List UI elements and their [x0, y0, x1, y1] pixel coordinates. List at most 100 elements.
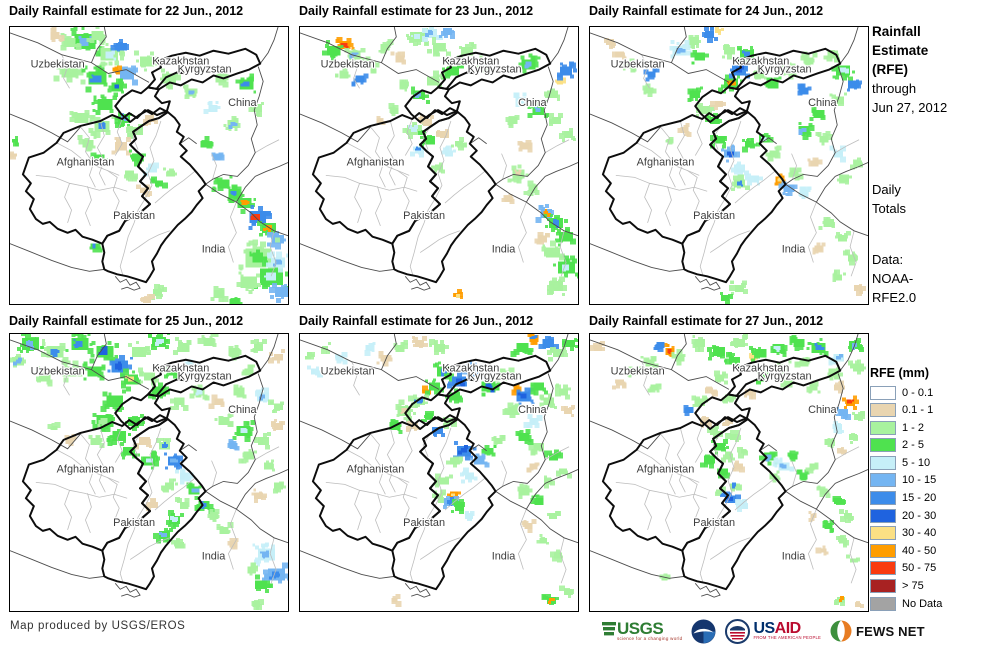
legend-label: 50 - 75 [902, 562, 937, 575]
noaa-seal-icon [691, 619, 716, 643]
legend-rows: 0 - 0.1 0.1 - 1 1 - 2 2 - 5 5 - 10 10 - 15 15 … [870, 385, 982, 611]
rainfall-map: Kazakhstan Uzbekistan Kyrgyzstan China Afgha… [300, 334, 578, 608]
rainfall-map: Kazakhstan Uzbekistan Kyrgyzstan China Afgha… [300, 27, 578, 300]
sidebar-through-line: through [872, 81, 917, 96]
sidebar-source-line: RFE2.0 [872, 290, 917, 305]
legend-label: 0.1 - 1 [902, 404, 934, 417]
rainfall-map: Kazakhstan Uzbekistan Kyrgyzstan China Afgha… [10, 334, 288, 611]
sidebar-heading-line: Estimate [872, 43, 929, 58]
country-label: Kazakhstan [442, 56, 499, 68]
sidebar-source-line: Data: [872, 252, 904, 267]
rainfall-map: Kazakhstan Uzbekistan Kyrgyzstan China Afgha… [10, 27, 288, 304]
usgs-logo: USGS science for a changing world [601, 620, 682, 642]
legend-label: 1 - 2 [902, 421, 925, 434]
legend-label: 10 - 15 [902, 474, 937, 487]
country-label: Afghanistan [57, 157, 115, 169]
country-labels: Kazakhstan Uzbekistan Kyrgyzstan China Afgha… [29, 361, 258, 563]
country-label: Uzbekistan [611, 59, 665, 71]
map-panel: Kazakhstan Uzbekistan Kyrgyzstan China Afgha… [9, 333, 289, 612]
sidebar-through-line: Jun 27, 2012 [872, 100, 948, 115]
rainfall-raster [603, 27, 867, 304]
country-label: Kyrgyzstan [468, 371, 522, 383]
country-borders [590, 27, 868, 291]
legend-swatch [870, 543, 896, 558]
sidebar-heading-line: (RFE) [872, 62, 908, 77]
legend-item: 20 - 30 [870, 508, 982, 523]
country-label: Kazakhstan [152, 363, 209, 375]
country-label: China [808, 404, 837, 416]
country-borders [590, 334, 868, 598]
legend-item: 0 - 0.1 [870, 385, 982, 400]
legend-item: 30 - 40 [870, 526, 982, 541]
country-borders [10, 27, 288, 291]
map-panel: Kazakhstan Uzbekistan Kyrgyzstan China Afgha… [589, 333, 869, 612]
usaid-wordmark: USAID [753, 620, 821, 637]
country-label: Kyrgyzstan [178, 371, 232, 383]
country-label: India [782, 551, 807, 563]
panel-title: Daily Rainfall estimate for 23 Jun., 201… [299, 4, 534, 18]
usaid-seal-icon [725, 618, 751, 644]
legend-swatch [870, 491, 896, 506]
country-labels: Kazakhstan Uzbekistan Kyrgyzstan China Afgha… [319, 361, 548, 563]
country-label: Uzbekistan [611, 366, 665, 378]
country-label: Afghanistan [347, 464, 405, 476]
legend-label: 5 - 10 [902, 456, 931, 469]
country-borders [10, 334, 288, 598]
noaa-logo [691, 619, 716, 644]
country-label: Kyrgyzstan [178, 64, 232, 76]
country-labels: Kazakhstan Uzbekistan Kyrgyzstan China Afgha… [319, 54, 548, 256]
country-label: Uzbekistan [321, 366, 375, 378]
legend-label: 2 - 5 [902, 439, 925, 452]
legend-swatch [870, 579, 896, 594]
legend-item: 15 - 20 [870, 491, 982, 506]
fewsnet-logo: FEWS NET [830, 620, 925, 642]
usaid-aid: AID [774, 620, 802, 637]
footer-logos: USGS science for a changing world USAID … [601, 615, 934, 647]
legend-item: 5 - 10 [870, 455, 982, 470]
rainfall-raster [10, 27, 288, 304]
rainfall-map: Kazakhstan Uzbekistan Kyrgyzstan China Afgha… [590, 334, 868, 609]
legend-title: RFE (mm) [870, 366, 930, 380]
usaid-us: US [753, 620, 775, 637]
panel-title: Daily Rainfall estimate for 25 Jun., 201… [9, 314, 244, 328]
fewsnet-globe-icon [830, 620, 852, 642]
country-borders [300, 27, 578, 291]
usgs-wordmark: USGS [617, 618, 664, 638]
country-label: Kazakhstan [732, 56, 789, 68]
sidebar-totals-line: Totals [872, 201, 906, 216]
country-label: Kyrgyzstan [758, 64, 812, 76]
usaid-logo: USAID FROM THE AMERICAN PEOPLE [725, 618, 821, 644]
usgs-tagline: science for a changing world [617, 635, 683, 641]
legend-item: > 75 [870, 579, 982, 594]
rainfall-map: Kazakhstan Uzbekistan Kyrgyzstan China Afgha… [590, 27, 868, 304]
usaid-tagline: FROM THE AMERICAN PEOPLE [753, 635, 821, 640]
country-label: Pakistan [113, 210, 155, 222]
sidebar-totals-line: Daily [872, 182, 901, 197]
fewsnet-wordmark: FEWS NET [855, 623, 925, 639]
country-label: Afghanistan [637, 464, 695, 476]
country-label: India [202, 244, 227, 256]
country-label: Kazakhstan [732, 363, 789, 375]
country-label: Pakistan [403, 210, 445, 222]
country-label: Kazakhstan [152, 56, 209, 68]
country-label: Afghanistan [347, 157, 405, 169]
legend-label: 0 - 0.1 [902, 386, 934, 399]
legend-item: 2 - 5 [870, 438, 982, 453]
country-label: China [808, 97, 837, 109]
sidebar-source: Data: NOAA- RFE2.0 [872, 250, 916, 307]
country-label: Afghanistan [637, 157, 695, 169]
panel-title: Daily Rainfall estimate for 24 Jun., 201… [589, 4, 824, 18]
country-label: India [492, 244, 517, 256]
legend-item: 10 - 15 [870, 473, 982, 488]
panel-title: Daily Rainfall estimate for 22 Jun., 201… [9, 4, 244, 18]
country-label: China [228, 404, 257, 416]
legend-item: 40 - 50 [870, 543, 982, 558]
legend-swatch [870, 596, 896, 611]
legend-swatch [870, 561, 896, 576]
legend-swatch [870, 473, 896, 488]
country-label: Uzbekistan [321, 59, 375, 71]
rainfall-raster [10, 334, 288, 611]
country-label: Pakistan [693, 210, 735, 222]
country-label: India [782, 244, 807, 256]
legend-swatch [870, 420, 896, 435]
